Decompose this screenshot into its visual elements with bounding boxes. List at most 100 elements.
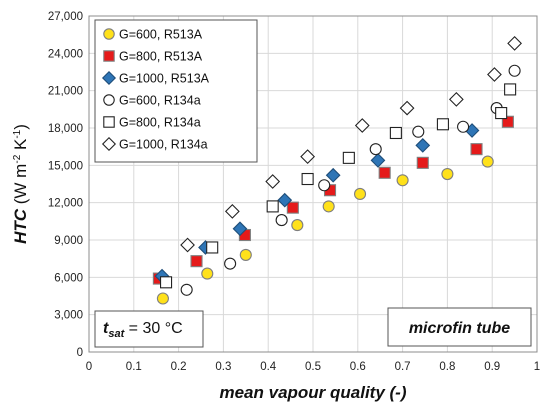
x-tick-label: 0.2 — [171, 361, 187, 373]
data-point-g-1000-r513a — [325, 167, 341, 183]
tsat-value: = 30 °C — [124, 320, 182, 337]
data-point-g-800-r513a — [286, 201, 299, 214]
tube-label: microfin tube — [409, 320, 510, 337]
data-point-g-1000-r134a — [180, 237, 195, 253]
y-axis-title-sup2: -1 — [12, 129, 23, 138]
data-point-g-1000-r134a — [354, 118, 370, 133]
data-point-g-1000-r134a — [300, 149, 316, 165]
y-tick-label: 3,000 — [54, 310, 83, 322]
data-point-g-1000-r513a — [370, 152, 386, 168]
x-tick-label: 0 — [86, 361, 92, 373]
data-point-g-800-r134a — [495, 107, 508, 120]
legend-marker — [103, 28, 115, 40]
data-point-g-600-r513a — [201, 267, 214, 280]
legend-entry-label: G=600, R513A — [119, 28, 203, 42]
data-point-g-600-r134a — [508, 64, 521, 77]
legend-marker — [103, 116, 115, 128]
data-point-g-800-r134a — [436, 118, 449, 131]
x-tick-label: 0.6 — [350, 361, 366, 373]
y-axis-title-main: HTC — [11, 208, 30, 244]
y-tick-label: 15,000 — [48, 160, 83, 172]
data-point-g-600-r513a — [481, 155, 494, 168]
tube-type-annotation: microfin tube — [387, 307, 532, 347]
data-point-g-800-r134a — [206, 241, 219, 254]
tsat-box — [94, 310, 204, 348]
tube-box — [387, 307, 532, 347]
data-point-g-600-r513a — [396, 174, 409, 187]
data-point-g-800-r134a — [301, 172, 314, 186]
data-markers — [152, 35, 522, 305]
x-tick-label: 0.4 — [260, 361, 277, 373]
data-point-g-1000-r513a — [232, 221, 248, 237]
data-point-g-600-r513a — [239, 248, 252, 261]
legend-entry-label: G=1000, R134a — [119, 138, 208, 152]
data-point-g-800-r513a — [190, 255, 203, 268]
x-tick-label: 0.9 — [484, 361, 500, 373]
data-point-g-1000-r134a — [224, 203, 240, 219]
y-tick-label: 0 — [77, 347, 83, 359]
legend-marker — [103, 50, 115, 62]
data-point-g-600-r513a — [441, 167, 454, 181]
data-point-g-600-r134a — [369, 143, 382, 156]
legend-entry-label: G=1000, R513A — [119, 72, 210, 86]
data-point-g-800-r513a — [416, 156, 429, 169]
y-tick-label: 27,000 — [48, 11, 83, 23]
x-tick-label: 0.1 — [126, 361, 142, 373]
legend-marker — [101, 136, 117, 152]
data-point-g-800-r134a — [342, 151, 355, 164]
y-axis-title: HTC (W m-2 K-1) — [11, 124, 30, 244]
data-point-g-1000-r513a — [277, 192, 293, 208]
legend: G=600, R513A G=800, R513A G=1000, R513A G=6… — [94, 19, 258, 163]
y-axis-title-unit-mid: K — [11, 138, 30, 155]
data-point-g-1000-r134a — [448, 91, 464, 107]
data-point-g-600-r513a — [156, 292, 169, 305]
tsat-symbol: t — [103, 320, 109, 337]
legend-entry-label: G=800, R513A — [119, 50, 203, 64]
data-point-g-1000-r134a — [507, 35, 522, 51]
legend-marker — [101, 70, 117, 86]
y-tick-label: 24,000 — [48, 48, 83, 60]
data-point-g-1000-r134a — [265, 174, 281, 189]
legend-marker — [103, 94, 115, 106]
x-tick-label: 0.5 — [305, 361, 321, 373]
data-point-g-800-r134a — [504, 83, 517, 96]
plot-frame — [88, 15, 538, 353]
y-tick-label: 12,000 — [48, 198, 83, 210]
y-axis-title-unit: (W m — [11, 164, 30, 209]
data-point-g-600-r134a — [412, 125, 425, 138]
y-tick-label: 9,000 — [54, 235, 83, 247]
data-point-g-800-r513a — [501, 115, 514, 128]
legend-entry-label: G=600, R134a — [119, 94, 201, 108]
data-point-g-1000-r134a — [399, 100, 415, 116]
legend-box — [94, 19, 258, 163]
data-point-g-600-r513a — [353, 187, 367, 201]
data-point-g-600-r134a — [275, 214, 288, 227]
tsat-subscript: sat — [108, 328, 125, 340]
x-tick-label: 0.8 — [439, 361, 455, 373]
x-axis-title: mean vapour quality (-) — [219, 383, 406, 402]
y-tick-label: 21,000 — [48, 86, 83, 98]
legend-entry-label: G=800, R134a — [119, 116, 201, 130]
y-axis-title-sup1: -2 — [12, 154, 23, 163]
data-point-g-800-r513a — [470, 143, 483, 156]
x-tick-label: 1 — [534, 361, 540, 373]
y-tick-label: 18,000 — [48, 123, 83, 135]
tick-labels: 0 3,000 6,000 9,000 12,000 15,000 18,000 21,000… — [48, 11, 540, 373]
tsat-label: tsat = 30 °C — [103, 320, 183, 340]
data-point-g-800-r513a — [378, 166, 391, 179]
x-tick-label: 0.3 — [215, 361, 231, 373]
y-tick-label: 6,000 — [54, 272, 83, 284]
data-point-g-1000-r134a — [487, 67, 502, 82]
data-point-g-800-r134a — [266, 200, 279, 213]
data-point-g-600-r134a — [224, 257, 237, 270]
data-point-g-600-r134a — [180, 283, 193, 296]
data-point-g-600-r134a — [318, 179, 331, 192]
data-point-g-600-r134a — [457, 120, 470, 133]
y-axis-title-unit-end: ) — [11, 124, 30, 130]
data-point-g-800-r134a — [389, 126, 402, 140]
data-point-g-600-r513a — [291, 219, 304, 232]
x-tick-label: 0.7 — [395, 361, 411, 373]
saturation-temperature-annotation: tsat = 30 °C — [94, 310, 204, 348]
